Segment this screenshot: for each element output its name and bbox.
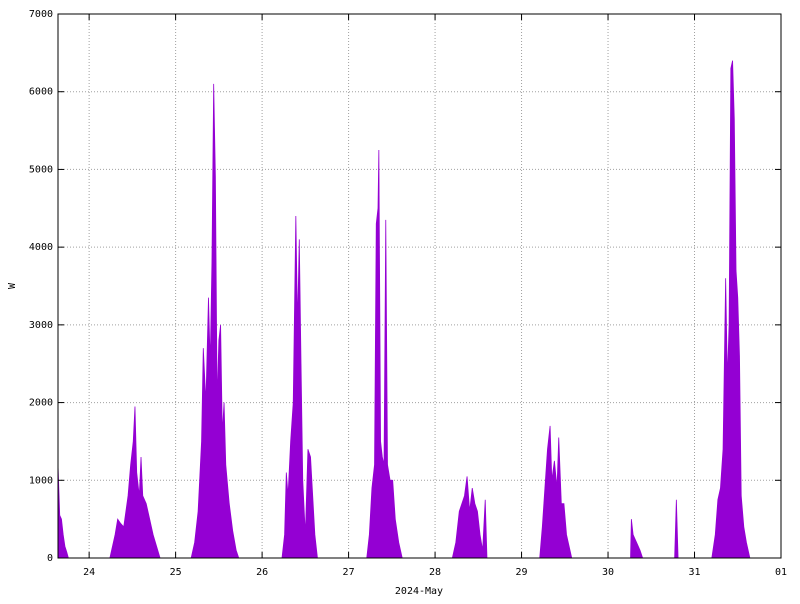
y-tick-label: 6000 (29, 87, 53, 98)
area (57, 60, 751, 559)
x-tick-label: 01 (775, 567, 787, 578)
y-tick-label: 2000 (29, 398, 53, 409)
y-tick-label: 7000 (29, 9, 53, 20)
x-tick-label: 24 (83, 567, 95, 578)
x-tick-label: 29 (516, 567, 528, 578)
x-tick-label: 30 (602, 567, 614, 578)
x-tick-label: 28 (429, 567, 441, 578)
y-axis-label: W (7, 282, 18, 289)
y-tick-label: 1000 (29, 475, 53, 486)
y-tick-label: 5000 (29, 164, 53, 175)
x-tick-label: 26 (256, 567, 268, 578)
plot-border (57, 13, 782, 559)
x-tick-label: 27 (343, 567, 355, 578)
x-tick-label: 31 (688, 567, 700, 578)
y-tick-label: 3000 (29, 320, 53, 331)
y-tick-label: 0 (47, 553, 53, 564)
y-tick-label: 4000 (29, 242, 53, 253)
x-tick-label: 25 (170, 567, 182, 578)
x-axis-label: 2024-May (395, 586, 443, 597)
